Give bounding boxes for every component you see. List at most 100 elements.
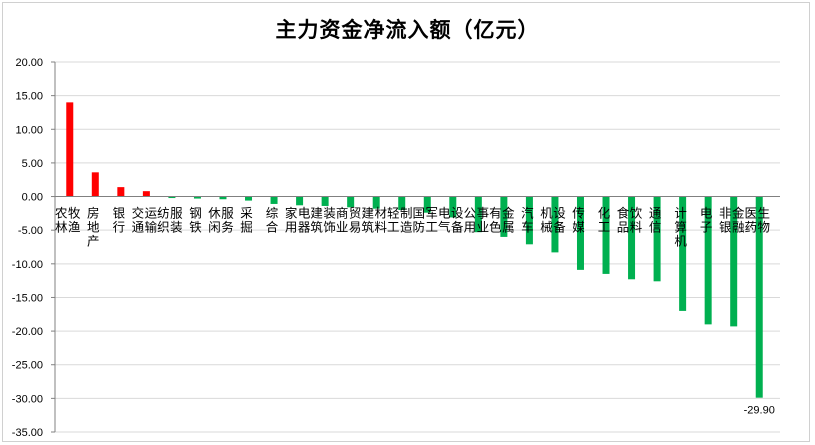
- bar: [91, 172, 99, 197]
- bar: [525, 196, 533, 245]
- category-label-text: 钢铁: [189, 206, 202, 235]
- y-axis-tick-labels: 20.00 15.00 10.00 5.00 0.00 -5.00 -10.00 -15.00…: [12, 57, 43, 439]
- category-label-text: 纺织服装: [157, 206, 183, 235]
- category-label-text: 房地产: [87, 206, 100, 249]
- axes: [51, 61, 780, 433]
- bar: [730, 196, 738, 327]
- bar: [168, 196, 176, 199]
- category-label: 交通运输: [132, 206, 158, 235]
- bar: [449, 196, 457, 218]
- category-label: 有色金属: [489, 206, 515, 235]
- category-label: 建筑材料: [361, 206, 387, 235]
- category-label-text: 传媒: [572, 206, 585, 235]
- bar: [755, 196, 763, 398]
- category-label: 家用电器: [285, 206, 311, 235]
- category-label: 非银金融: [719, 206, 745, 235]
- y-tick-label: 20.00: [15, 57, 43, 69]
- category-label-text: 计算机: [674, 206, 687, 249]
- y-tick-label: -35.00: [12, 427, 43, 439]
- bar: [296, 196, 304, 206]
- category-label: 电子: [700, 206, 713, 235]
- y-tick-label: 15.00: [15, 91, 43, 103]
- category-label-text: 化工: [598, 206, 611, 235]
- category-label-text: 电气设备: [438, 206, 464, 235]
- category-label-text: 建筑材料: [361, 206, 387, 235]
- category-label: 医药生物: [744, 206, 770, 235]
- bar: [193, 196, 201, 199]
- bars: [66, 102, 763, 398]
- category-label: 采掘: [240, 206, 253, 235]
- bar: [551, 196, 559, 253]
- category-label: 轻工制造: [387, 206, 413, 235]
- category-label: 电气设备: [438, 206, 464, 235]
- category-label: 汽车: [521, 206, 534, 235]
- category-label: 综合: [266, 206, 279, 235]
- category-label: 传媒: [572, 206, 585, 235]
- category-label: 食品饮料: [617, 206, 643, 235]
- y-tick-label: 5.00: [22, 158, 43, 170]
- category-label-text: 食品饮料: [617, 206, 643, 235]
- category-label: 建筑装饰: [310, 206, 336, 235]
- bar: [500, 196, 508, 237]
- bar: [474, 196, 482, 233]
- category-labels: 农林牧渔房地产银行交通运输纺织服装钢铁休闲服务采掘综合家用电器建筑装饰商业贸易建…: [55, 206, 770, 249]
- bar: [679, 196, 687, 311]
- bar: [628, 196, 636, 280]
- category-label-text: 机械设备: [540, 206, 566, 235]
- bar: [704, 196, 712, 325]
- y-tick-label: -15.00: [12, 292, 43, 304]
- category-label: 纺织服装: [157, 206, 183, 235]
- category-label-text: 建筑装饰: [310, 206, 336, 235]
- category-label: 国防军工: [413, 206, 439, 235]
- bar: [653, 196, 661, 282]
- category-label-text: 休闲服务: [208, 206, 234, 235]
- bar: [245, 196, 253, 201]
- category-label-text: 采掘: [240, 206, 253, 235]
- y-tick-label: -25.00: [12, 360, 43, 372]
- category-label: 银行: [113, 206, 126, 235]
- category-label-text: 汽车: [521, 206, 534, 235]
- category-label-text: 家用电器: [285, 206, 311, 235]
- y-tick-label: -30.00: [12, 393, 43, 405]
- category-label: 农林牧渔: [55, 206, 81, 235]
- category-label-text: 轻工制造: [387, 206, 413, 235]
- bar: [398, 196, 406, 210]
- category-label: 商业贸易: [336, 206, 362, 235]
- y-tick-label: -5.00: [18, 225, 43, 237]
- y-tick-label: -10.00: [12, 259, 43, 271]
- bar: [219, 196, 227, 200]
- category-label: 房地产: [87, 206, 100, 249]
- bar: [117, 187, 125, 197]
- category-label: 计算机: [674, 206, 687, 249]
- bar: [423, 196, 431, 213]
- category-label-text: 农林牧渔: [55, 206, 81, 235]
- chart-title: 主力资金净流入额（亿元）: [275, 17, 540, 42]
- category-label: 化工: [598, 206, 611, 235]
- category-label-text: 交通运输: [132, 206, 158, 235]
- category-label: 钢铁: [189, 206, 202, 235]
- y-tick-label: -20.00: [12, 326, 43, 338]
- bar: [142, 191, 150, 197]
- category-label-text: 医药生物: [744, 206, 770, 235]
- category-label-text: 商业贸易: [336, 206, 362, 235]
- category-label-text: 综合: [266, 206, 279, 235]
- bar: [321, 196, 329, 206]
- category-label-text: 银行: [113, 206, 126, 235]
- bar: [270, 196, 278, 204]
- bar: [66, 102, 74, 197]
- category-label: 机械设备: [540, 206, 566, 235]
- data-labels: -29.90: [744, 405, 775, 417]
- y-tick-label: 0.00: [22, 192, 43, 204]
- bar: [347, 196, 355, 208]
- category-label-text: 国防军工: [413, 206, 439, 235]
- category-label: 通信: [649, 206, 662, 235]
- category-label-text: 公用事业: [464, 206, 490, 235]
- data-label: -29.90: [744, 405, 775, 417]
- category-label: 公用事业: [464, 206, 490, 235]
- gridlines: [55, 61, 780, 433]
- category-label-text: 通信: [649, 206, 662, 235]
- bar: [602, 196, 610, 274]
- category-label-text: 有色金属: [489, 206, 515, 235]
